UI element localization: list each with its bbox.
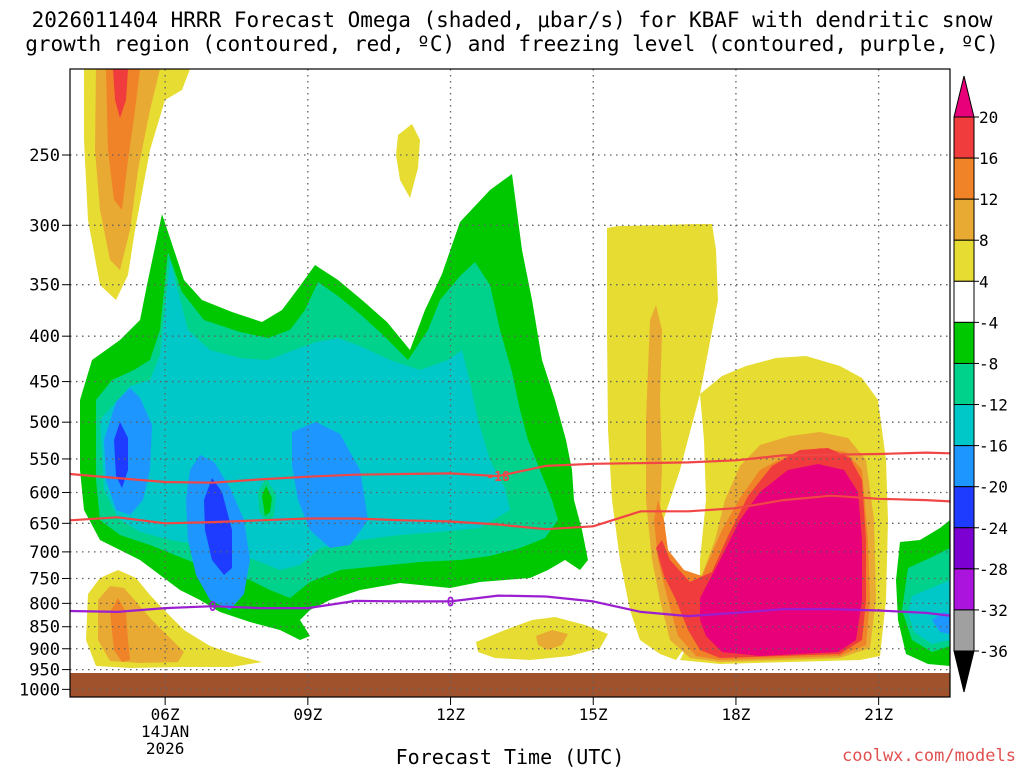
credit-link[interactable]: coolwx.com/models bbox=[842, 746, 1016, 766]
contour-label-1-0: -18 bbox=[486, 470, 510, 485]
omega-late-ascent-minus16 bbox=[932, 612, 950, 634]
colorbar-bin-11 bbox=[953, 527, 975, 570]
colorbar-label-8: -16 bbox=[979, 437, 1008, 456]
y-tick-label-300: 300 bbox=[29, 216, 60, 236]
x-axis-label: Forecast Time (UTC) bbox=[396, 745, 625, 768]
chart-title: 2026011404 HRRR Forecast Omega (shaded, … bbox=[0, 8, 1024, 56]
colorbar-label-13: -36 bbox=[979, 642, 1008, 661]
colorbar-label-6: -8 bbox=[979, 354, 998, 373]
contour-line-1 bbox=[69, 451, 951, 484]
y-tick-label-750: 750 bbox=[29, 569, 60, 589]
colorbar-bin-12 bbox=[953, 568, 975, 611]
x-tick-label-21Z: 21Z bbox=[864, 705, 893, 724]
colorbar-bin-4 bbox=[953, 239, 975, 282]
colorbar-label-0: 20 bbox=[979, 108, 998, 127]
colorbar-bin-9 bbox=[953, 445, 975, 488]
gridlines bbox=[70, 69, 950, 697]
omega-small-cell-4 bbox=[396, 124, 420, 198]
colorbar-bin-8 bbox=[953, 404, 975, 447]
x-tick-label-06Z: 06Z bbox=[151, 705, 180, 724]
contour-label-3-0: 0 bbox=[209, 600, 217, 615]
x-tick-sublabel-date: 14JAN bbox=[141, 722, 189, 741]
colorbar-bin-6 bbox=[953, 321, 975, 364]
omega-ascent-minus20-west bbox=[114, 422, 128, 488]
omega-plume-16 bbox=[113, 69, 128, 118]
colorbar-bin-2 bbox=[953, 157, 975, 200]
colorbar-label-5: -4 bbox=[979, 313, 998, 332]
colorbar-label-2: 12 bbox=[979, 190, 998, 209]
x-tick-label-12Z: 12Z bbox=[436, 705, 465, 724]
omega-ascent-minus16-mid bbox=[292, 422, 368, 548]
x-tick-label-18Z: 18Z bbox=[721, 705, 750, 724]
omega-plume-12 bbox=[106, 69, 140, 210]
y-tick-label-500: 500 bbox=[29, 413, 60, 433]
colorbar-label-4: 4 bbox=[979, 272, 989, 291]
y-tick-label-650: 650 bbox=[29, 514, 60, 534]
omega-lowlevel-12-west bbox=[110, 598, 130, 662]
colorbar-bin-bottom bbox=[953, 650, 975, 693]
omega-descent-4-left bbox=[607, 224, 718, 660]
y-tick-label-1000: 1000 bbox=[19, 680, 60, 700]
contour-line-3 bbox=[69, 594, 951, 618]
title-line-1: 2026011404 HRRR Forecast Omega (shaded, … bbox=[31, 8, 993, 32]
colorbar-bin-7 bbox=[953, 362, 975, 406]
y-tick-label-850: 850 bbox=[29, 618, 60, 638]
colorbar-label-10: -24 bbox=[979, 519, 1008, 538]
x-tick-sublabel-year: 2026 bbox=[146, 739, 185, 758]
ground-surface bbox=[70, 673, 950, 697]
y-tick-label-350: 350 bbox=[29, 276, 60, 296]
colorbar-label-3: 8 bbox=[979, 231, 989, 250]
y-tick-label-700: 700 bbox=[29, 543, 60, 563]
y-tick-label-950: 950 bbox=[29, 661, 60, 681]
y-tick-label-800: 800 bbox=[29, 594, 60, 614]
contour-line-2 bbox=[69, 494, 951, 531]
colorbar-label-11: -28 bbox=[979, 560, 1008, 579]
temperature-contours: -18 0 0 bbox=[69, 451, 951, 618]
y-tick-label-450: 450 bbox=[29, 373, 60, 393]
contour-label-3-1: 0 bbox=[447, 595, 455, 610]
colorbar-bin-3 bbox=[953, 198, 975, 241]
y-tick-label-250: 250 bbox=[29, 146, 60, 166]
x-tick-label-15Z: 15Z bbox=[579, 705, 608, 724]
title-line-2: growth region (contoured, red, ºC) and f… bbox=[25, 32, 999, 56]
y-axis: 2503003504004505005506006507007508008509… bbox=[19, 146, 70, 700]
colorbar-label-7: -12 bbox=[979, 396, 1008, 415]
omega-ascent-minus20-central bbox=[204, 478, 232, 575]
colorbar-bin-10 bbox=[953, 486, 975, 529]
plot-frame bbox=[69, 68, 951, 698]
y-tick-label-900: 900 bbox=[29, 640, 60, 660]
colorbar-bin-5 bbox=[953, 280, 975, 323]
y-tick-label-400: 400 bbox=[29, 327, 60, 347]
y-tick-label-600: 600 bbox=[29, 483, 60, 503]
colorbar-bin-13 bbox=[953, 609, 975, 652]
omega-pocket-minus4 bbox=[262, 486, 272, 516]
colorbar-bin-top bbox=[953, 75, 975, 118]
colorbar-label-1: 16 bbox=[979, 149, 998, 168]
colorbar-label-12: -32 bbox=[979, 601, 1008, 620]
colorbar-bin-1 bbox=[953, 116, 975, 159]
omega-lowlevel-8-mid bbox=[536, 630, 568, 650]
colorbar-label-9: -20 bbox=[979, 478, 1008, 497]
y-tick-label-550: 550 bbox=[29, 450, 60, 470]
x-tick-label-09Z: 09Z bbox=[293, 705, 322, 724]
colorbar: 20 16 12 8 4 -4 -8 -12 -16 -20 -24 -28 -32 -36 bbox=[953, 75, 1008, 693]
